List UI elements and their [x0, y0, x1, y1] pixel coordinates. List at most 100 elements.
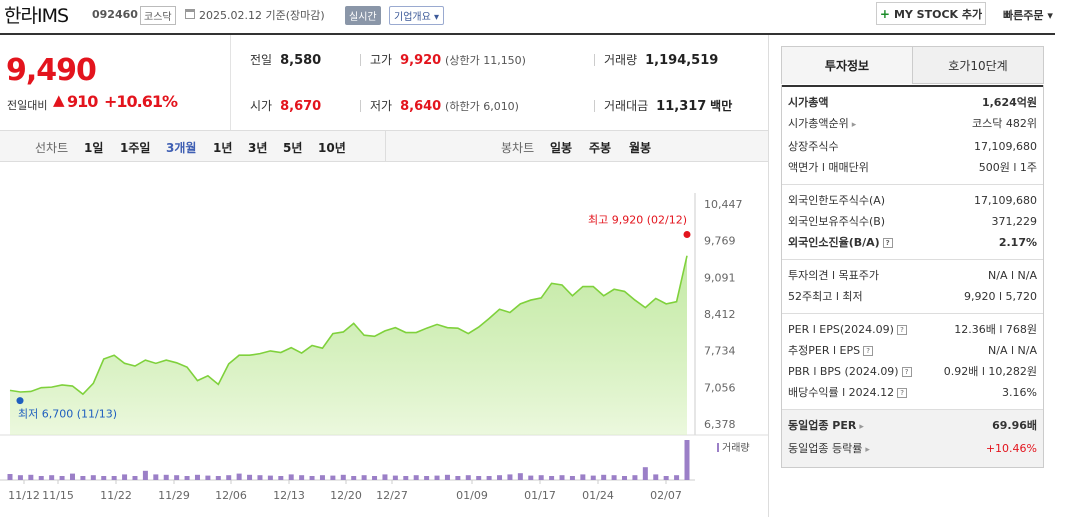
x-tick-label: 11/29 [158, 489, 190, 502]
foreign-ratio-text: 외국인소진율(B/A) [788, 236, 880, 249]
row-pbr-bps: PBR l BPS (2024.09)? 0.92배 l 10,282원 [788, 361, 1037, 382]
volume-bar [142, 470, 148, 480]
help-icon[interactable]: ? [896, 325, 907, 335]
x-tick-label: 11/12 [8, 489, 40, 502]
period-10y[interactable]: 10년 [318, 141, 346, 155]
est-per-value: N/A l N/A [988, 344, 1037, 357]
volume-bar [17, 475, 23, 480]
low-label: 저가 [370, 99, 393, 113]
chevron-right-icon: ▸ [859, 422, 864, 432]
volume-bar [632, 475, 638, 480]
foreign-limit-label: 외국인한도주식수(A) [788, 194, 886, 207]
period-1y[interactable]: 1년 [213, 141, 233, 155]
volume-bar [601, 474, 607, 480]
volume-bar [194, 474, 200, 480]
row-listed-shares: 상장주식수 17,109,680 [788, 136, 1037, 157]
listed-shares-label: 상장주식수 [788, 140, 839, 153]
info-panel: 투자정보 호가10단계 시가총액 1,624억원 시가총액순위 ▸ 코스닥 482위 … [768, 35, 1055, 517]
line-chart-label[interactable]: 선차트 [35, 141, 69, 155]
change-value: 910 [67, 92, 98, 111]
amount-value: 11,317 [656, 99, 707, 114]
quick-order-button[interactable]: 빠른주문 ▾ [1003, 7, 1053, 23]
candle-daily[interactable]: 일봉 [550, 141, 573, 155]
candle-chart-label[interactable]: 봉차트 [501, 141, 535, 155]
mystock-label: MY STOCK 추가 [893, 7, 983, 21]
section-sector: 동일업종 PER ▸ 69.96배 동일업종 등락률 ▸ +10.46% [782, 409, 1043, 467]
pbr-bps-value: 0.92배 l 10,282원 [943, 365, 1037, 378]
x-tick-label: 11/22 [100, 489, 132, 502]
volume-bar [444, 474, 450, 480]
period-3m[interactable]: 3개월 [166, 141, 197, 155]
market-badge: 코스닥 [140, 6, 176, 25]
current-price: 9,490 [6, 53, 97, 88]
sector-per-label[interactable]: 동일업종 PER ▸ [788, 415, 864, 438]
x-tick-label: 11/15 [42, 489, 74, 502]
period-3y[interactable]: 3년 [248, 141, 268, 155]
x-tick-label: 12/20 [330, 489, 362, 502]
row-foreign-hold: 외국인보유주식수(B) 371,229 [788, 211, 1037, 232]
est-per-label: 추정PER l EPS? [788, 340, 874, 361]
volume-bar [111, 476, 117, 480]
week52-label: 52주최고 l 최저 [788, 290, 863, 303]
header-divider [0, 33, 1055, 35]
high-value: 9,920 [400, 53, 442, 68]
foreign-ratio-value: 2.17% [998, 236, 1037, 249]
up-arrow-icon: ▲ [53, 91, 65, 109]
volume-bar [486, 476, 492, 480]
prev-close: 전일 8,580 [250, 51, 321, 68]
y-tick-label: 9,091 [704, 271, 736, 284]
tab-invest-info[interactable]: 투자정보 [781, 46, 913, 84]
change-rate: +10.61% [104, 92, 178, 111]
help-icon[interactable]: ? [882, 238, 893, 248]
est-per-text: 추정PER l EPS [788, 344, 861, 357]
open-label: 시가 [250, 99, 273, 113]
sector-rate-label[interactable]: 동일업종 등락률 ▸ [788, 438, 870, 461]
opinion-label: 투자의견 l 목표주가 [788, 269, 880, 282]
row-face-unit: 액면가 l 매매단위 500원 l 1주 [788, 157, 1037, 178]
help-icon[interactable]: ? [897, 388, 908, 398]
company-overview-label: 기업개요 [394, 12, 431, 23]
period-1w[interactable]: 1주일 [120, 141, 151, 155]
per-eps-text: PER l EPS(2024.09) [788, 323, 894, 336]
volume-bar [236, 473, 242, 480]
mystock-add-button[interactable]: + MY STOCK 추가 [876, 2, 986, 25]
chevron-right-icon: ▸ [865, 445, 870, 455]
help-icon[interactable]: ? [863, 346, 874, 356]
volume-bar [653, 474, 659, 480]
volume-bar [674, 475, 680, 480]
volume-bar [403, 476, 409, 480]
volume-bar [382, 474, 388, 480]
volume-bar [278, 476, 284, 480]
volume-bar [372, 476, 378, 480]
candle-monthly[interactable]: 월봉 [629, 141, 652, 155]
realtime-button[interactable]: 실시간 [345, 6, 381, 25]
volume: 거래량 1,194,519 [604, 51, 718, 68]
divider [360, 100, 361, 112]
price-chart-svg: 10,447 9,769 9,091 8,412 7,734 7,056 6,378 최고 9… [0, 193, 768, 502]
volume-bar [476, 476, 482, 480]
high-price: 고가 9,920 (상한가 11,150) [370, 51, 526, 68]
divider [360, 54, 361, 66]
per-eps-value: 12.36배 l 768원 [954, 323, 1037, 336]
volume-bar [351, 476, 357, 480]
dividend-label: 배당수익률 l 2024.12? [788, 382, 908, 403]
row-per-eps: PER l EPS(2024.09)? 12.36배 l 768원 [788, 319, 1037, 340]
candle-weekly[interactable]: 주봉 [589, 141, 612, 155]
market-cap-rank-label[interactable]: 시가총액순위 ▸ [788, 113, 856, 136]
tab-orderbook[interactable]: 호가10단계 [912, 46, 1044, 84]
prev-close-label: 전일 [250, 53, 273, 67]
volume-bar [361, 475, 367, 480]
volume-bar [434, 475, 440, 480]
company-overview-button[interactable]: 기업개요 ▾ [389, 6, 445, 25]
help-icon[interactable]: ? [901, 367, 912, 377]
row-market-cap-rank: 시가총액순위 ▸ 코스닥 482위 [788, 113, 1037, 136]
volume-bar [267, 475, 273, 480]
volume-bar [80, 476, 86, 480]
period-1d[interactable]: 1일 [84, 141, 104, 155]
y-tick-label: 9,769 [704, 235, 736, 248]
volume-bar [288, 474, 294, 480]
period-5y[interactable]: 5년 [283, 141, 303, 155]
row-foreign-limit: 외국인한도주식수(A) 17,109,680 [788, 190, 1037, 211]
toolbar-divider [385, 131, 386, 161]
volume-bar [174, 475, 180, 480]
